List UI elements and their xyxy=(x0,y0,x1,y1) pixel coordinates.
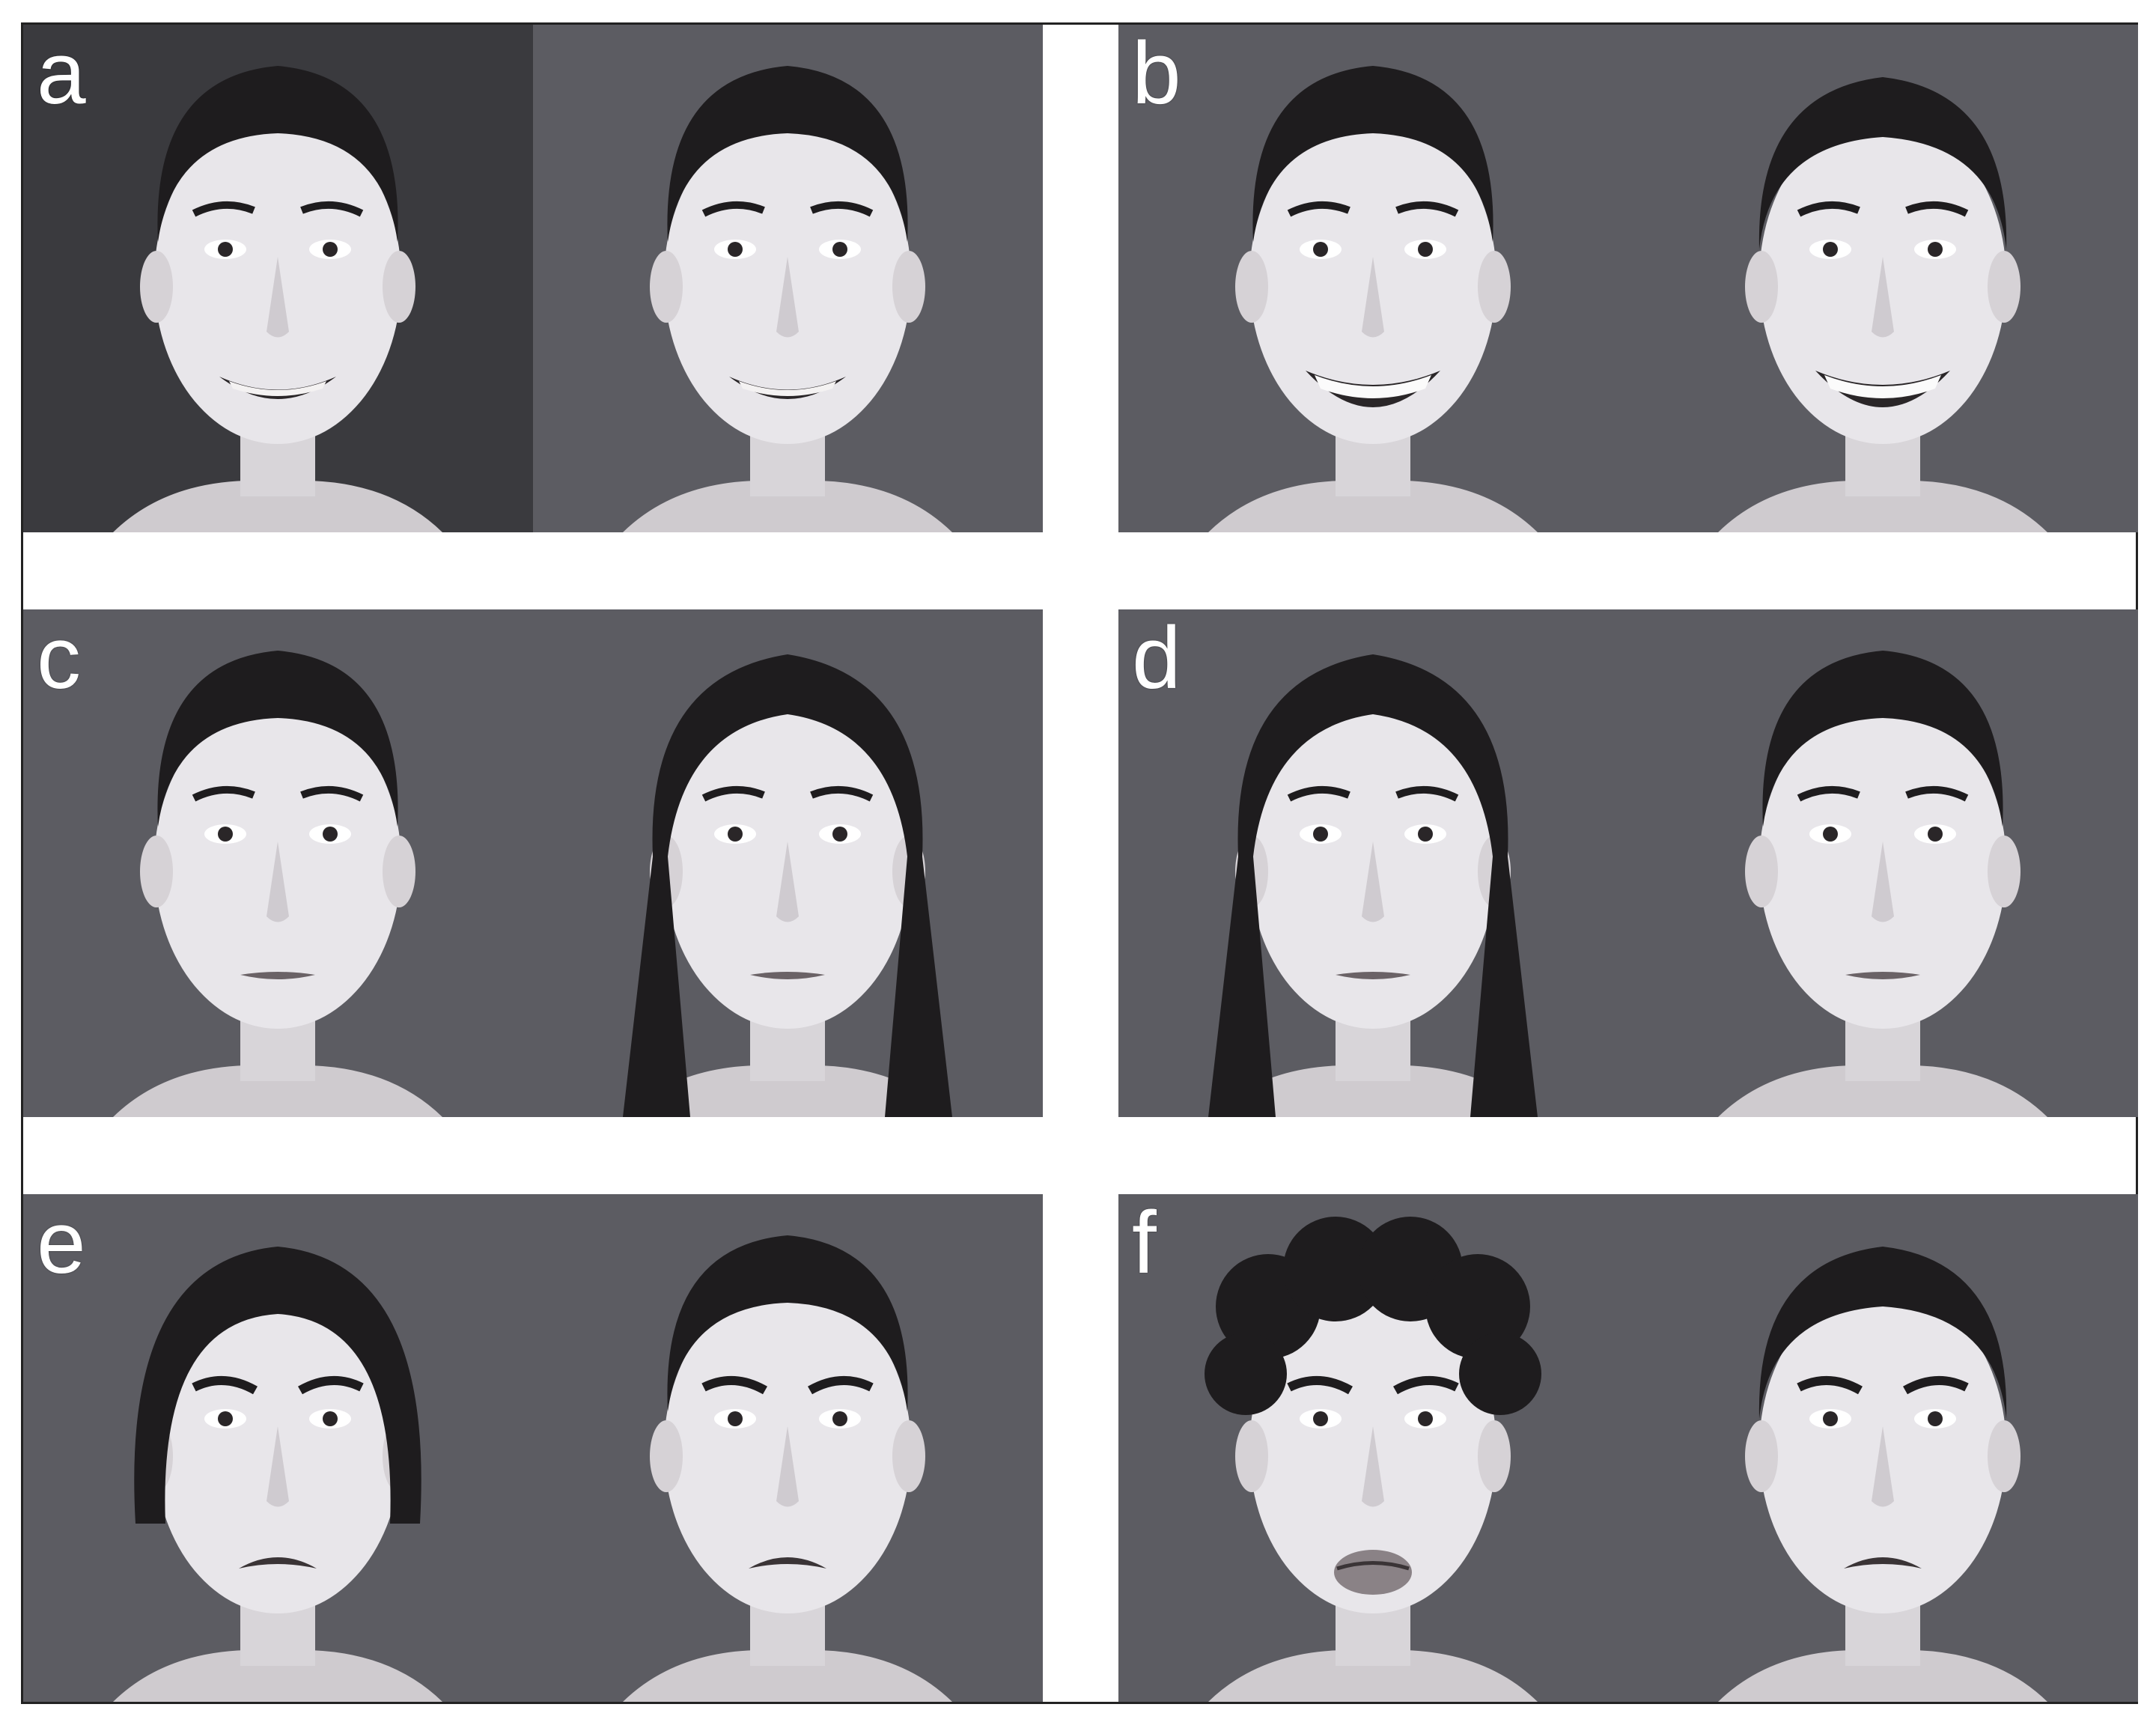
panel-b: b xyxy=(1118,25,2138,532)
face-photo xyxy=(1118,609,1628,1117)
panel-e: e xyxy=(23,1194,1043,1702)
face-photo xyxy=(1118,25,1628,532)
panel-letter: d xyxy=(1132,609,1181,708)
face-photo xyxy=(533,609,1043,1117)
panel-letter: c xyxy=(37,609,81,708)
face-photo xyxy=(23,1194,533,1702)
panel-c: c xyxy=(23,609,1043,1117)
panel-letter: e xyxy=(37,1193,86,1292)
panel-d: d xyxy=(1118,609,2138,1117)
panel-letter: f xyxy=(1132,1193,1157,1292)
figure-frame: a b c d e f xyxy=(21,22,2138,1704)
face-photo xyxy=(1118,1194,1628,1702)
face-photo xyxy=(533,1194,1043,1702)
face-photo xyxy=(533,25,1043,532)
face-photo xyxy=(1628,25,2138,532)
panel-f: f xyxy=(1118,1194,2138,1702)
panel-letter: a xyxy=(37,24,86,123)
face-photo xyxy=(1628,1194,2138,1702)
panel-a: a xyxy=(23,25,1043,532)
face-photo xyxy=(23,609,533,1117)
face-photo xyxy=(23,25,533,532)
panel-letter: b xyxy=(1132,24,1181,123)
face-photo xyxy=(1628,609,2138,1117)
